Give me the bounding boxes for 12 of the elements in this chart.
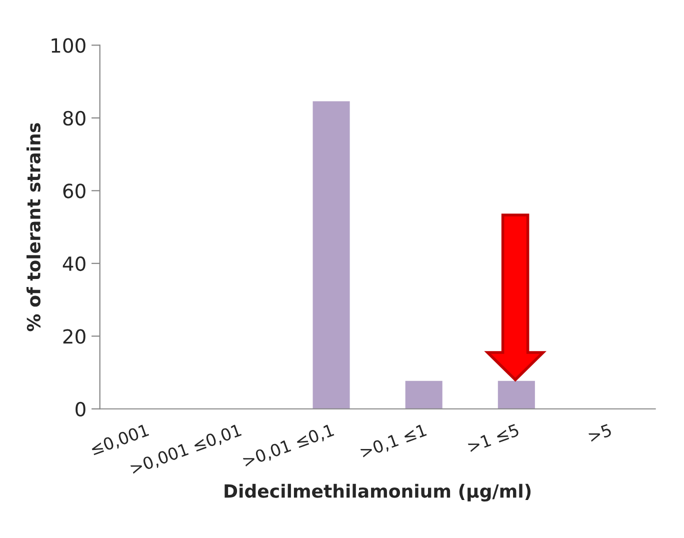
y-tick-label: 80 [63, 110, 86, 126]
x-tick-label: >0,01 ≤0,1 [242, 424, 335, 470]
x-tick-label: >1 ≤5 [467, 424, 520, 453]
y-tick-label: 100 [52, 38, 86, 53]
x-tick-label: >0,1 ≤1 [360, 424, 428, 460]
y-axis-title: % of tolerant strains [26, 123, 40, 332]
y-tick-label: 20 [63, 329, 86, 344]
x-tick-label: >5 [588, 424, 612, 443]
y-tick-label: 40 [62, 256, 86, 272]
x-axis-title: Didecilmethilamonium (µg/ml) [224, 484, 531, 502]
y-tick-label: 60 [63, 184, 86, 198]
y-tick-label: 0 [76, 402, 86, 417]
